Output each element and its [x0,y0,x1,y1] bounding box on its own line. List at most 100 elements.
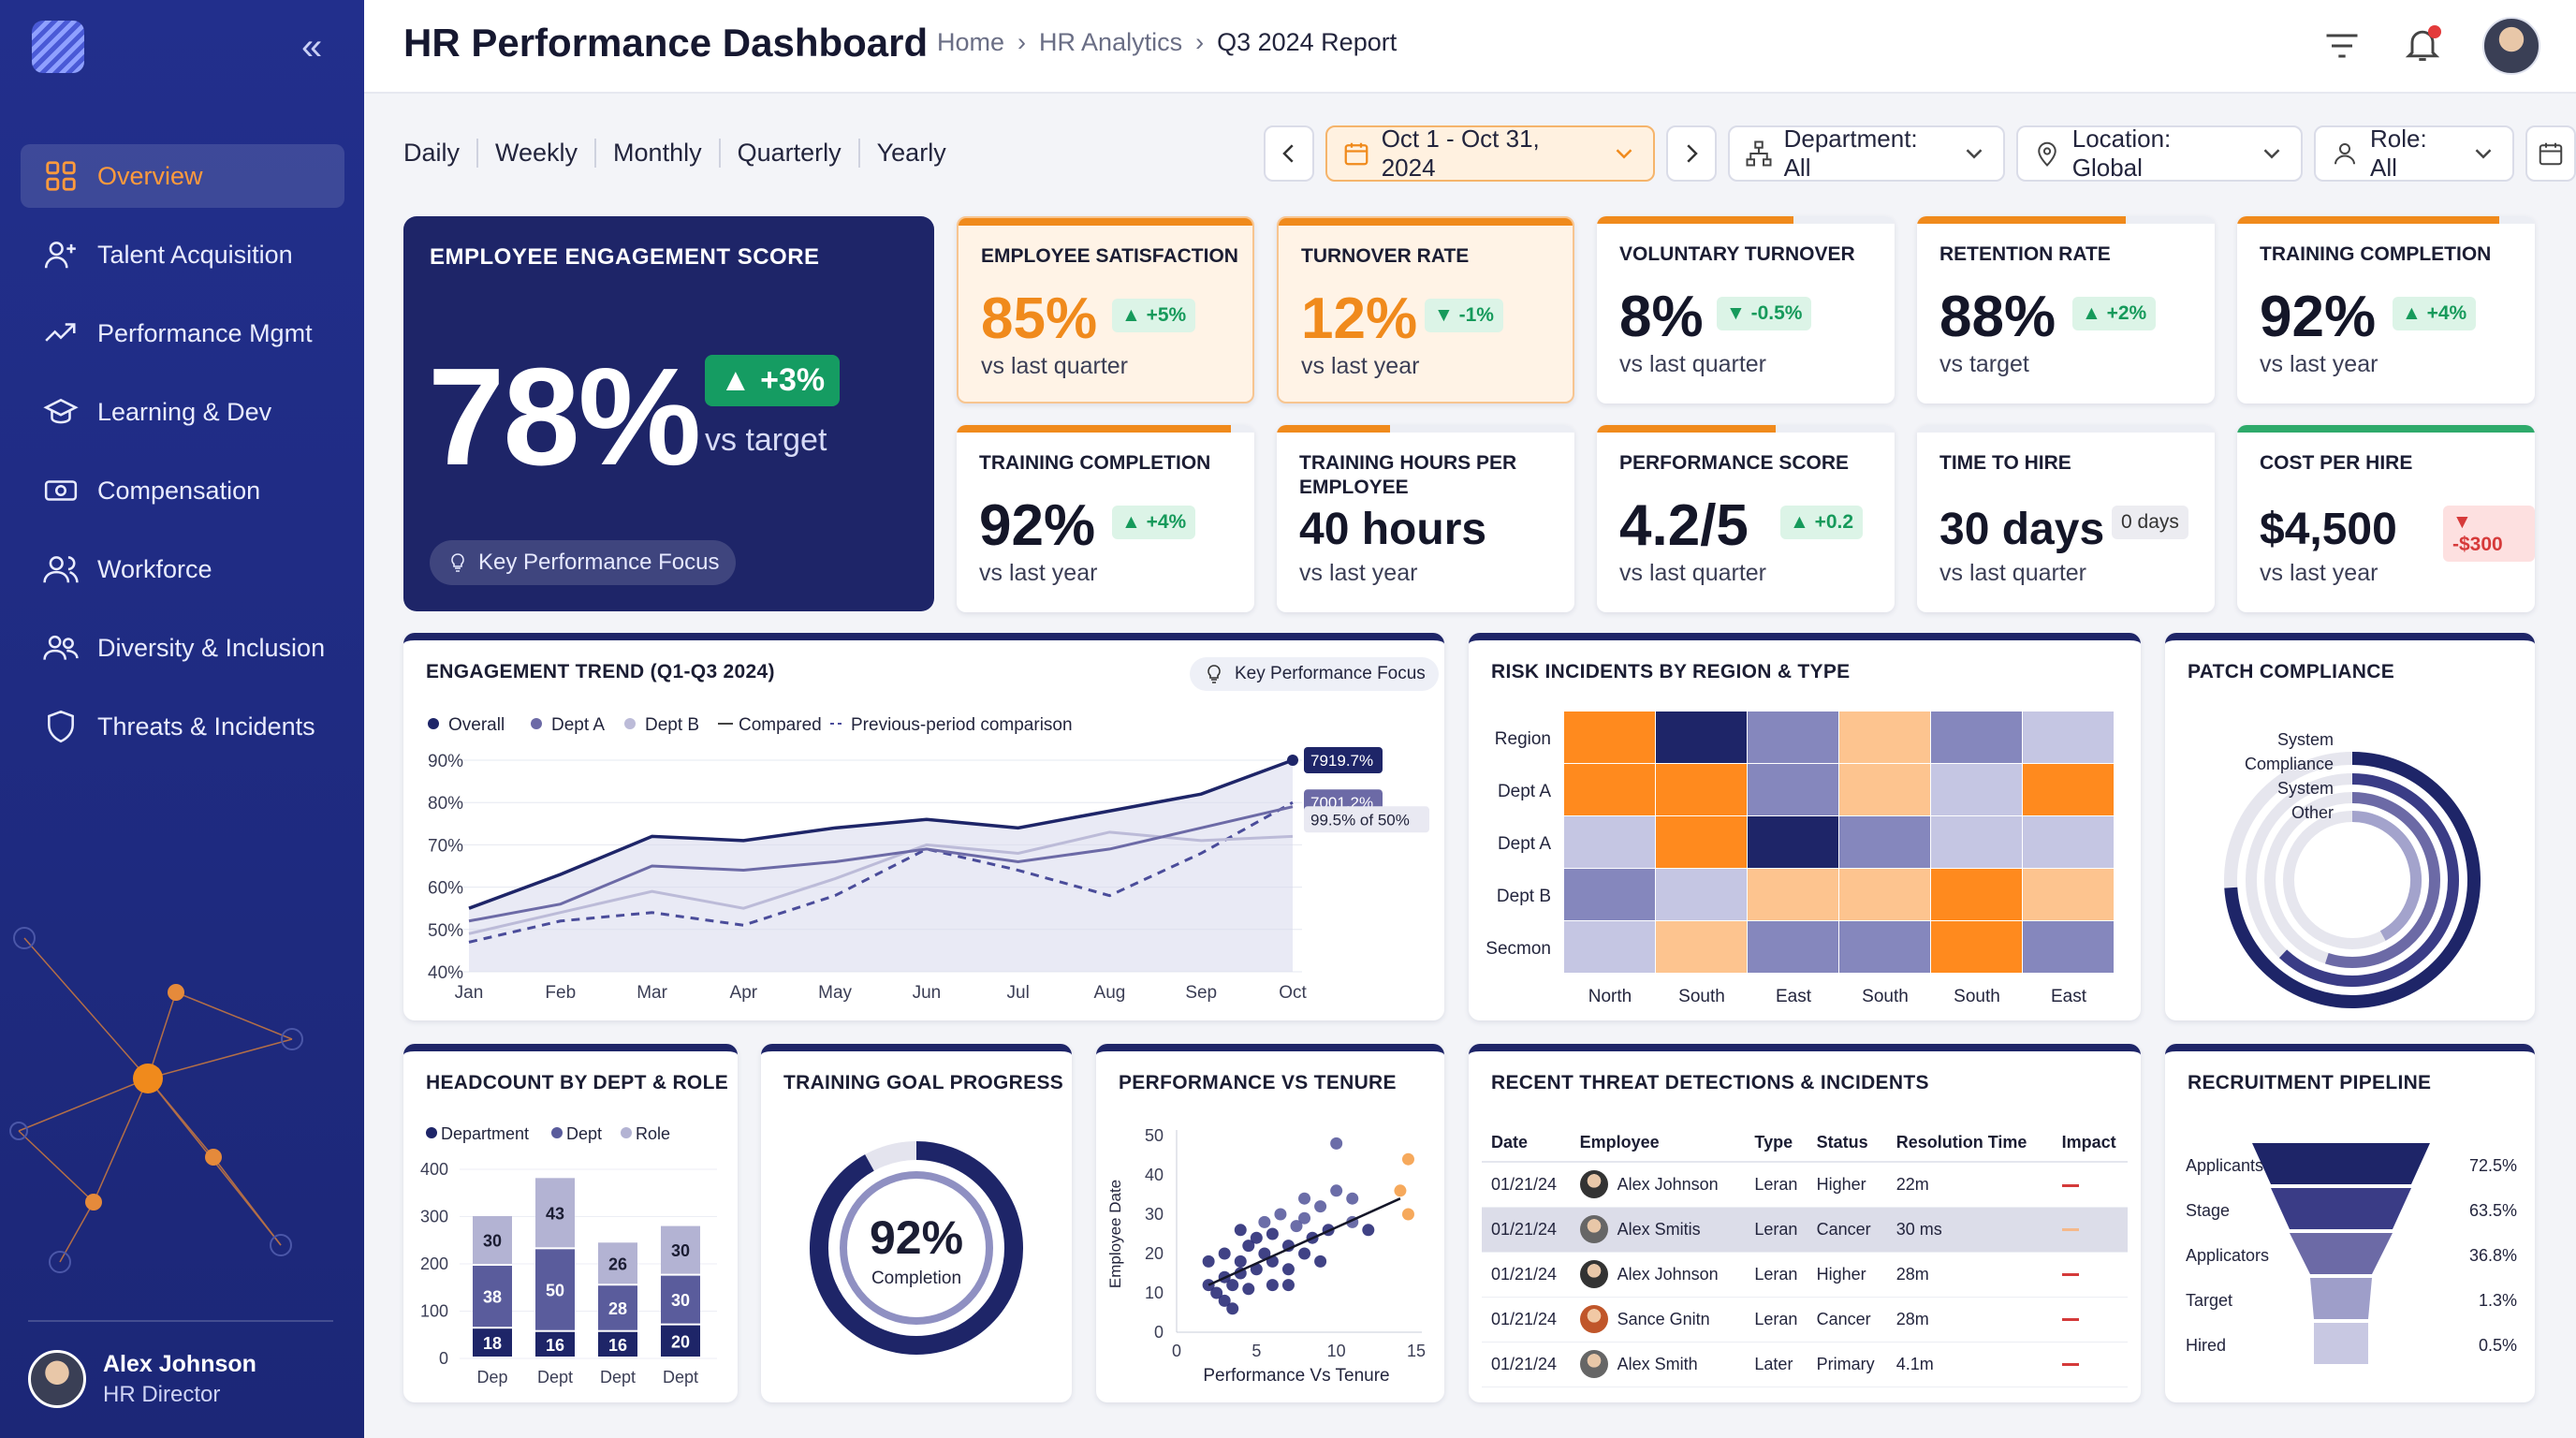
headcount-card[interactable]: HEADCOUNT BY DEPT & ROLE Department Dept R… [403,1044,738,1402]
kpi-performance-score[interactable]: PERFORMANCE SCORE 4.2/5 ▲ +0.2 vs last q… [1597,425,1895,612]
heatmap-cell [1656,764,1747,815]
sidebar-divider [28,1320,333,1322]
kpi-voluntary-turnover[interactable]: VOLUNTARY TURNOVER 8% ▼ -0.5% vs last qu… [1597,216,1895,404]
cell-employee: Alex Johnson [1617,1174,1719,1194]
kpi-value: 40 hours [1299,505,1487,554]
sidebar-item-learning-dev[interactable]: Learning & Dev [21,380,344,444]
table-row[interactable]: 01/21/24 Alex Johnson Leran Higher 28m [1482,1252,2128,1298]
trend-line [1208,1197,1401,1286]
legend-swatch [426,1127,437,1138]
filter-icon[interactable] [2321,25,2363,66]
scatter-point [1242,1240,1255,1253]
column-header[interactable]: Date [1482,1124,1571,1163]
column-header[interactable]: Status [1807,1124,1887,1163]
funnel-stage-label: Target [2186,1291,2232,1310]
x-tick-label: Jan [455,983,484,1003]
y-tick-label: 50% [428,921,463,941]
legend-label: Previous-period comparison [851,715,1073,735]
training-goal-card[interactable]: TRAINING GOAL PROGRESS 92% Completion [761,1044,1072,1402]
engagement-trend-card[interactable]: ENGAGEMENT TREND (Q1-Q3 2024) Key Perfor… [403,633,1444,1020]
heatmap-cell [2023,764,2114,815]
kpi-training-completion-2[interactable]: TRAINING COMPLETION 92% ▲ +4% vs last ye… [957,425,1254,612]
cell-type: Leran [1745,1297,1808,1343]
patch-compliance-card[interactable]: PATCH COMPLIANCE System Compliance System O… [2165,633,2535,1020]
tab-daily[interactable]: Daily [403,139,461,167]
sidebar-item-threats-incidents[interactable]: Threats & Incidents [21,695,344,758]
app-logo[interactable] [32,21,84,73]
kpi-progress [2237,425,2535,433]
scatter-point [1258,1247,1271,1260]
kpi-progress [1917,216,2215,224]
breadcrumb-home[interactable]: Home [937,28,1005,56]
kpi-subtitle: vs last year [979,560,1098,586]
sidebar-item-performance-mgmt[interactable]: Performance Mgmt [21,301,344,365]
bell-icon [2405,30,2440,61]
key-performance-pill[interactable]: Key Performance Focus [1190,657,1439,691]
tab-monthly[interactable]: Monthly [594,139,719,168]
breadcrumb-hr-analytics[interactable]: HR Analytics [1039,28,1183,56]
notifications-button[interactable] [2402,23,2443,69]
column-header[interactable]: Resolution Time [1886,1124,2053,1163]
sidebar-item-workforce[interactable]: Workforce [21,537,344,601]
avatar[interactable] [2482,17,2540,75]
employee-engagement-card[interactable]: EMPLOYEE ENGAGEMENT SCORE 78% ▲ +3% vs t… [403,216,934,611]
kpi-delta: 0 days [2112,506,2188,539]
table-row[interactable]: 01/21/24 Alex Smitis Leran Cancer 30 ms [1482,1207,2128,1253]
avatar [1579,1305,1608,1333]
funnel-stage [2314,1323,2368,1364]
legend-label: Role [636,1124,670,1143]
scatter-point [1234,1255,1247,1268]
kpi-title: TIME TO HIRE [1939,452,2071,474]
table-row[interactable]: 01/21/24 Alex Johnson Leran Higher 22m [1482,1162,2128,1208]
series-line-dept-b [468,830,1294,935]
bar-value-label: 38 [483,1288,502,1307]
sidebar-item-overview[interactable]: Overview [21,144,344,208]
calendar-button[interactable] [2525,125,2576,182]
column-header[interactable]: Type [1745,1124,1808,1163]
funnel-value-label: 1.3% [2479,1291,2517,1310]
role-filter[interactable]: Role: All [2314,125,2515,182]
kpi-title: PERFORMANCE SCORE [1619,452,1850,474]
table-row[interactable]: 01/21/24 Sance Gnitn Leran Cancer 28m [1482,1297,2128,1343]
bar-value-label: 18 [483,1334,502,1353]
kpi-delta: ▼ -0.5% [1717,297,1812,330]
kpi-training-completion[interactable]: TRAINING COMPLETION 92% ▲ +4% vs last ye… [2237,216,2535,404]
location-filter[interactable]: Location: Global [2015,125,2303,182]
scatter-point [1298,1192,1311,1205]
department-filter[interactable]: Department: All [1727,125,2005,182]
risk-heatmap-card[interactable]: RISK INCIDENTS BY REGION & TYPE Region De… [1469,633,2141,1020]
threats-table-card[interactable]: RECENT THREAT DETECTIONS & INCIDENTS Dat… [1469,1044,2141,1402]
x-tick-label: Feb [545,983,576,1003]
kpi-retention-rate[interactable]: RETENTION RATE 88% ▲ +2% vs target [1917,216,2215,404]
kpi-time-to-hire[interactable]: TIME TO HIRE 30 days 0 days vs last quar… [1917,425,2215,612]
kpi-delta: ▲ +4% [2393,297,2477,330]
kpi-employee-satisfaction[interactable]: EMPLOYEE SATISFACTION 85% ▲ +5% vs last … [957,216,1254,404]
recruitment-pipeline-card[interactable]: RECRUITMENT PIPELINE Applicants 72.5% Stag… [2165,1044,2535,1402]
kpi-cost-per-hire[interactable]: COST PER HIRE $4,500 ▼ -$300 vs last yea… [2237,425,2535,612]
overall-endpoint [1287,755,1298,766]
kpi-progress [1277,425,1574,433]
kpi-training-hours[interactable]: TRAINING HOURS PER EMPLOYEE 40 hours vs … [1277,425,1574,612]
previous-period-button[interactable] [1264,125,1314,182]
column-header[interactable]: Impact [2052,1124,2128,1163]
sidebar-item-diversity-inclusion[interactable]: Diversity & Inclusion [21,616,344,680]
table-row[interactable]: 01/21/24 Alex Smith Later Primary 4.1m [1482,1342,2128,1387]
heatmap-cell [1656,712,1747,763]
key-performance-pill[interactable]: Key Performance Focus [430,540,737,585]
next-period-button[interactable] [1665,125,1717,182]
row-label: Dept A [1498,834,1551,854]
collapse-sidebar-icon[interactable]: « [301,26,323,67]
tab-quarterly[interactable]: Quarterly [718,139,858,168]
tab-weekly[interactable]: Weekly [476,139,594,168]
user-profile[interactable]: Alex Johnson HR Director [28,1350,256,1408]
kpi-title: TRAINING HOURS PER EMPLOYEE [1299,452,1517,498]
tab-yearly[interactable]: Yearly [857,139,963,168]
column-header[interactable]: Employee [1570,1124,1746,1163]
performance-tenure-card[interactable]: PERFORMANCE VS TENURE 0 10 20 30 40 50 0 5 10 15 E… [1096,1044,1444,1402]
sidebar-item-talent-acquisition[interactable]: Talent Acquisition [21,223,344,286]
date-range-picker[interactable]: Oct 1 - Oct 31, 2024 [1325,125,1655,182]
series-line-overall [468,758,1294,910]
bar-value-label: 28 [608,1299,627,1318]
sidebar-item-compensation[interactable]: Compensation [21,459,344,522]
kpi-turnover-rate[interactable]: TURNOVER RATE 12% ▼ -1% vs last year [1277,216,1574,404]
